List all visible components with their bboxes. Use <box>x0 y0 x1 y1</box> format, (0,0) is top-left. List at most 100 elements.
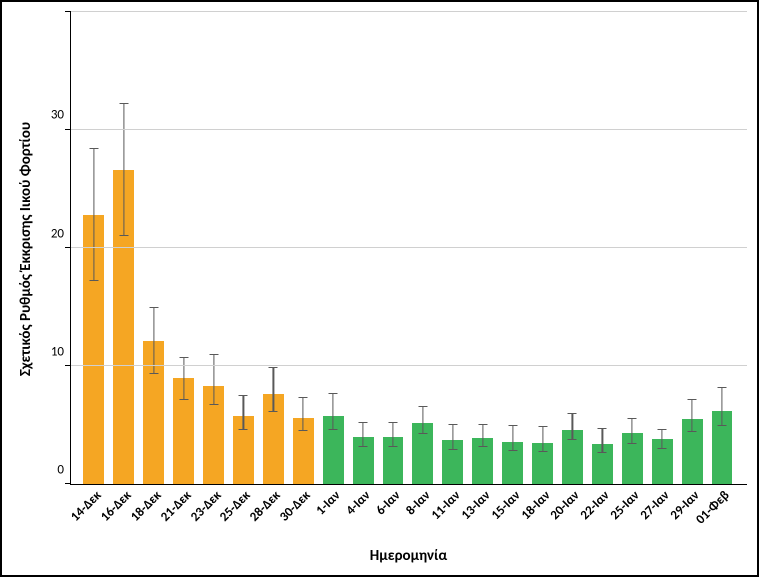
bar-slot <box>558 12 588 484</box>
error-cap <box>209 354 218 355</box>
error-cap <box>598 428 607 429</box>
error-bar <box>123 104 124 236</box>
y-tick-mark <box>65 483 71 484</box>
error-bar <box>542 427 543 452</box>
spacer <box>12 485 70 565</box>
error-bar <box>333 394 334 429</box>
gridline <box>71 365 747 366</box>
error-bar <box>213 355 214 405</box>
x-tick-slot: 11-Ιαν <box>438 488 468 548</box>
x-axis-label: Ημερομηνία <box>370 547 447 565</box>
bar-slot <box>468 12 498 484</box>
y-tick-label: 40 <box>51 0 64 5</box>
gridline <box>71 129 747 130</box>
y-tick-label: 30 <box>51 108 64 123</box>
bar-slot <box>139 12 169 484</box>
x-tick-label: 4-Ιαν <box>343 488 373 518</box>
error-bar <box>363 423 364 448</box>
x-tick-slot: 13-Ιαν <box>468 488 498 548</box>
error-cap <box>478 446 487 447</box>
error-cap <box>508 425 517 426</box>
error-cap <box>359 446 368 447</box>
bar-slot <box>199 12 229 484</box>
bar-slot <box>677 12 707 484</box>
plot-area: 14-Δεκ16-Δεκ18-Δεκ21-Δεκ23-Δεκ25-Δεκ28-Δ… <box>70 12 747 485</box>
error-cap <box>418 433 427 434</box>
error-bar <box>392 423 393 448</box>
x-tick-label: 8-Ιαν <box>403 488 433 518</box>
y-tick-label: 0 <box>57 463 64 478</box>
bar-slot <box>498 12 528 484</box>
x-tick-slot: 6-Ιαν <box>378 488 408 548</box>
error-cap <box>119 103 128 104</box>
error-cap <box>89 280 98 281</box>
y-axis-ticks: 010203040 <box>40 12 70 485</box>
y-tick-label: 20 <box>51 226 64 241</box>
bar-slot <box>587 12 617 484</box>
chart-frame: Σχετικός Ρυθμός Έκκρισης Ιικού Φορτίου 0… <box>0 0 759 577</box>
plot-row: Σχετικός Ρυθμός Έκκρισης Ιικού Φορτίου 0… <box>12 12 747 485</box>
error-cap <box>269 411 278 412</box>
error-bar <box>93 149 94 281</box>
error-cap <box>179 399 188 400</box>
bar-slot <box>79 12 109 484</box>
bar-slot <box>318 12 348 484</box>
bar-slot <box>438 12 468 484</box>
error-cap <box>269 367 278 368</box>
error-bar <box>273 368 274 412</box>
y-tick-mark <box>65 129 71 130</box>
x-tick-slot: 30-Δεκ <box>288 488 318 548</box>
y-axis-label-col: Σχετικός Ρυθμός Έκκρισης Ιικού Φορτίου <box>12 12 40 485</box>
bar-slot <box>109 12 139 484</box>
bar-slot <box>348 12 378 484</box>
error-bar <box>691 400 692 432</box>
error-bar <box>572 414 573 440</box>
gridline <box>71 11 747 12</box>
y-tick-label: 10 <box>51 344 64 359</box>
y-tick-mark <box>65 11 71 12</box>
error-cap <box>538 426 547 427</box>
error-cap <box>538 451 547 452</box>
error-cap <box>688 399 697 400</box>
error-bar <box>512 426 513 451</box>
error-cap <box>89 148 98 149</box>
bar-slot <box>258 12 288 484</box>
bar-slot <box>647 12 677 484</box>
x-tick-label: 1-Ιαν <box>314 488 344 518</box>
error-cap <box>359 422 368 423</box>
error-cap <box>239 429 248 430</box>
y-tick-mark <box>65 365 71 366</box>
bar-slot <box>408 12 438 484</box>
error-bar <box>632 419 633 444</box>
error-cap <box>448 424 457 425</box>
bar-slot <box>229 12 259 484</box>
error-bar <box>482 425 483 447</box>
error-bar <box>422 407 423 434</box>
error-cap <box>418 406 427 407</box>
x-axis-ticks: 14-Δεκ16-Δεκ18-Δεκ21-Δεκ23-Δεκ25-Δεκ28-Δ… <box>79 488 737 548</box>
error-cap <box>448 449 457 450</box>
error-cap <box>329 393 338 394</box>
error-cap <box>299 430 308 431</box>
error-cap <box>149 307 158 308</box>
bar-slot <box>707 12 737 484</box>
error-cap <box>568 413 577 414</box>
error-cap <box>299 397 308 398</box>
error-cap <box>628 443 637 444</box>
gridline <box>71 247 747 248</box>
error-cap <box>598 452 607 453</box>
y-axis-label: Σχετικός Ρυθμός Έκκρισης Ιικού Φορτίου <box>17 121 35 375</box>
error-cap <box>688 431 697 432</box>
error-cap <box>628 418 637 419</box>
x-tick-slot: 4-Ιαν <box>348 488 378 548</box>
x-tick-slot: 15-Ιαν <box>498 488 528 548</box>
error-cap <box>508 450 517 451</box>
error-cap <box>179 357 188 358</box>
error-cap <box>239 395 248 396</box>
error-bar <box>721 388 722 426</box>
bar-slot <box>528 12 558 484</box>
error-bar <box>243 396 244 430</box>
error-cap <box>658 448 667 449</box>
error-bar <box>303 398 304 431</box>
error-cap <box>717 387 726 388</box>
